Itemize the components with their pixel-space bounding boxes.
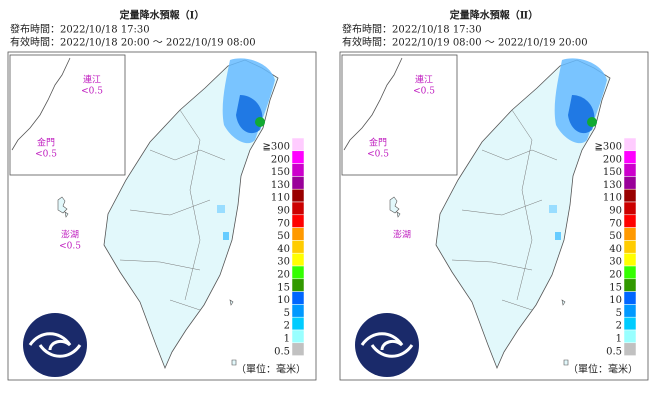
legend-swatch (623, 329, 637, 344)
legend-label: 110 (603, 193, 622, 204)
legend-label: 90 (277, 205, 290, 216)
legend-label: 50 (277, 231, 290, 242)
legend-swatch (291, 214, 305, 228)
legend-label: 130 (271, 180, 290, 191)
legend-label: 15 (609, 282, 622, 293)
legend-label: 1 (616, 333, 622, 344)
legend-swatch (291, 188, 305, 203)
legend-label: 0.5 (274, 346, 290, 357)
legend-label: 40 (609, 244, 622, 255)
legend-label: 150 (271, 167, 290, 178)
legend-swatch (623, 201, 637, 216)
legend-swatch (291, 137, 305, 152)
issue-time: 發布時間：2022/10/18 17:30 (10, 23, 150, 36)
legend-label: 20 (609, 269, 622, 280)
legend-label: 15 (277, 282, 290, 293)
legend-label: 130 (603, 180, 622, 191)
legend-label: 5 (284, 308, 290, 319)
legend-label: 40 (277, 244, 290, 255)
legend-label: 200 (271, 154, 290, 165)
panel-title: 定量降水預報（Ⅱ） (450, 9, 538, 22)
legend-label: 90 (609, 205, 622, 216)
legend-swatch (623, 240, 637, 254)
legend-label: ≧300 (595, 141, 622, 152)
island-value: <0.5 (35, 150, 57, 160)
legend-swatch (623, 137, 637, 152)
legend-swatch (291, 201, 305, 216)
island-value: <0.5 (413, 87, 435, 97)
island-name: 連江 (415, 74, 433, 86)
legend-label: 110 (271, 193, 290, 204)
legend-swatch (291, 316, 305, 331)
legend-swatch (291, 163, 305, 177)
island-name: 連江 (83, 74, 101, 86)
island-name: 澎湖 (61, 229, 79, 241)
legend-label: 10 (277, 295, 290, 306)
legend-swatch (623, 150, 637, 164)
valid-time: 有效時間：2022/10/19 08:00 ～ 2022/10/19 20:00 (342, 36, 588, 49)
legend-label: 70 (609, 218, 622, 229)
island-value: <0.5 (81, 87, 103, 97)
legend-label: 10 (609, 295, 622, 306)
legend-swatch (623, 227, 637, 241)
legend-swatch (623, 342, 637, 356)
legend-label: 20 (277, 269, 290, 280)
legend-swatch (291, 176, 305, 190)
legend-swatch (291, 252, 305, 267)
legend-swatch (291, 227, 305, 241)
legend-label: 0.5 (606, 346, 622, 357)
legend-swatch (291, 329, 305, 344)
legend-swatch (623, 214, 637, 228)
legend-label: 70 (277, 218, 290, 229)
island-name: 金門 (37, 137, 55, 149)
legend-swatch (291, 291, 305, 305)
legend-swatch (623, 278, 637, 292)
island-name: 澎湖 (393, 229, 411, 241)
legend-label: 2 (284, 321, 290, 332)
legend-label: 30 (609, 257, 622, 268)
legend-swatch (623, 176, 637, 190)
legend-swatch (291, 304, 305, 318)
legend-swatch (623, 188, 637, 203)
legend-label: 1 (284, 333, 290, 344)
legend-swatch (291, 240, 305, 254)
panel-title: 定量降水預報（Ⅰ） (120, 9, 205, 22)
unit-label: （單位：毫米） (568, 363, 638, 376)
legend-swatch (291, 278, 305, 292)
legend-swatch (291, 342, 305, 356)
legend-swatch (623, 291, 637, 305)
legend-label: ≧300 (263, 141, 290, 152)
unit-label: （單位：毫米） (236, 363, 306, 376)
legend-swatch (623, 265, 637, 280)
legend-label: 5 (616, 308, 622, 319)
legend-swatch (623, 304, 637, 318)
legend-swatch (623, 316, 637, 331)
island-name: 金門 (369, 137, 387, 149)
legend-swatch (291, 265, 305, 280)
legend-swatch (623, 252, 637, 267)
issue-time: 發布時間：2022/10/18 17:30 (342, 23, 482, 36)
island-value: <0.5 (59, 242, 81, 252)
map-panel: 定量降水預報（Ⅱ）發布時間：2022/10/18 17:30有效時間：2022/… (339, 9, 649, 381)
legend-swatch (291, 150, 305, 164)
valid-time: 有效時間：2022/10/18 20:00 ～ 2022/10/19 08:00 (10, 36, 256, 49)
legend-label: 50 (609, 231, 622, 242)
legend-label: 30 (277, 257, 290, 268)
legend-swatch (623, 163, 637, 177)
legend-label: 2 (616, 321, 622, 332)
map-panel: 定量降水預報（Ⅰ）發布時間：2022/10/18 17:30有效時間：2022/… (7, 9, 317, 381)
island-value: <0.5 (367, 150, 389, 160)
legend-label: 200 (603, 154, 622, 165)
legend-label: 150 (603, 167, 622, 178)
